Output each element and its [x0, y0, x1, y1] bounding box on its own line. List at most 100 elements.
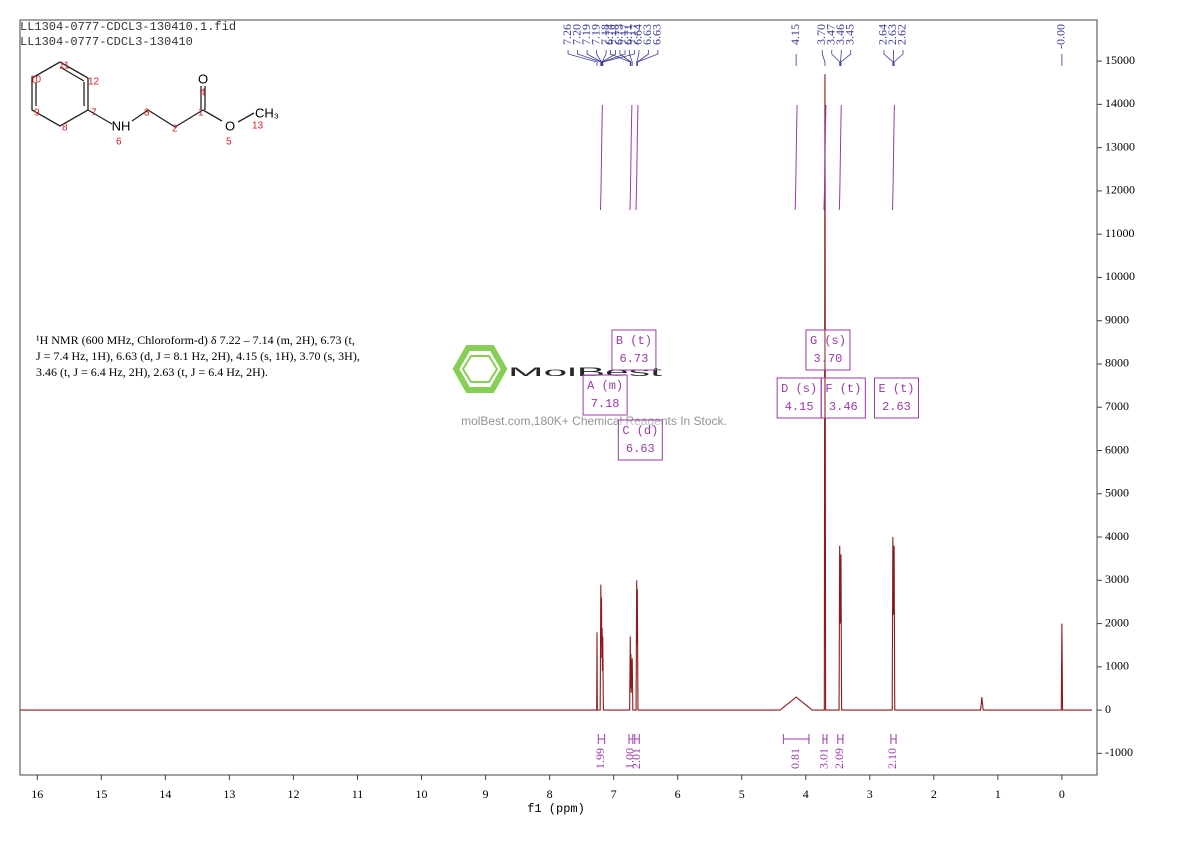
integral-bracket: [782, 734, 810, 744]
peak-label: 3.45: [842, 24, 856, 45]
y-tick-label: 11000: [1105, 226, 1135, 240]
y-tick-label: 8000: [1105, 356, 1129, 370]
x-tick-label: 12: [287, 787, 299, 801]
molecule: NH O O CH₃ 1 2 3 4 5 6 7 8 9 10 11 12 13: [30, 61, 279, 148]
multiplet-shift: 7.18: [591, 397, 620, 411]
x-tick-label: 9: [483, 787, 489, 801]
peak-leader: [821, 50, 826, 66]
peak-leader: [636, 50, 640, 66]
y-tick-label: 1000: [1105, 659, 1129, 673]
peak-leader: [893, 50, 904, 66]
multiplet-shift: 4.15: [785, 400, 814, 414]
peak-label: 3.47: [823, 24, 837, 45]
x-tick-label: 6: [675, 787, 681, 801]
peak-leader: [636, 50, 659, 66]
header-line: LL1304-0777-CDCL3-130410.1.fid: [20, 20, 236, 34]
x-tick-label: 5: [739, 787, 745, 801]
integral-curve: [599, 104, 603, 211]
multiplet-box: [873, 377, 919, 419]
multiplet-box: [805, 329, 851, 371]
peak-label: 7.19: [579, 24, 593, 45]
x-tick-label: 15: [95, 787, 107, 801]
y-tick-label: -1000: [1105, 745, 1133, 759]
multiplet-box: [611, 329, 657, 371]
peak-label: 7.18: [598, 24, 612, 45]
bond: [59, 66, 85, 82]
x-tick-label: 3: [867, 787, 873, 801]
bond: [87, 109, 113, 125]
peak-label: 7.17: [626, 24, 640, 45]
ring: [31, 61, 89, 127]
plot-frame: [19, 19, 1098, 776]
peak-label: 4.15: [788, 24, 802, 45]
bond: [237, 112, 255, 123]
peak-leader: [839, 50, 842, 66]
integral-bracket: [822, 734, 828, 744]
multiplet-name: C (d): [622, 424, 658, 438]
integral-bracket: [628, 734, 634, 744]
y-tick-label: 12000: [1105, 183, 1135, 197]
integral-label: 2.10: [885, 748, 899, 769]
multiplet-shift: 3.70: [814, 352, 843, 366]
peak-label: 6.71: [621, 24, 635, 45]
y-tick-label: 7000: [1105, 399, 1129, 413]
peak-label: 2.64: [876, 24, 890, 45]
peak-label: 7.18: [607, 24, 621, 45]
integral-bracket: [837, 734, 844, 744]
multiplet-shift: 3.46: [829, 400, 858, 414]
peak-leader: [596, 50, 602, 66]
peak-label: 7.26: [560, 24, 574, 45]
peak-label: 6.64: [631, 24, 645, 45]
y-tick-label: 15000: [1105, 53, 1135, 67]
x-tick-label: 4: [803, 787, 809, 801]
integral-label: 2.09: [832, 748, 846, 769]
multiplet-name: B (t): [616, 334, 652, 348]
multiplet-name: D (s): [781, 382, 817, 396]
atom: NH: [112, 118, 131, 133]
peak-leader: [602, 50, 635, 66]
bond: [131, 109, 223, 128]
peak-label: 2.62: [895, 24, 909, 45]
multiplet-name: G (s): [810, 334, 846, 348]
integral-curve: [838, 104, 842, 211]
peak-label: -0.00: [1054, 24, 1068, 49]
y-tick-label: 10000: [1105, 269, 1135, 283]
atom: O: [225, 118, 235, 133]
x-tick-label: 11: [352, 787, 364, 801]
atom: CH₃: [255, 105, 279, 120]
x-tick-label: 7: [611, 787, 617, 801]
watermark: MolBest molBest.com,180K+ Chemical Reage…: [452, 345, 727, 428]
atom-number: 7: [91, 108, 97, 119]
x-tick-label: 2: [931, 787, 937, 801]
x-tick-label: 10: [416, 787, 428, 801]
y-tick-label: 3000: [1105, 572, 1129, 586]
peak-label: 2.63: [885, 24, 899, 45]
y-tick-label: 5000: [1105, 486, 1129, 500]
description-line: 3.46 (t, J = 6.4 Hz, 2H), 2.63 (t, J = 6…: [36, 365, 268, 379]
y-tick-label: 9000: [1105, 312, 1129, 326]
atom-number: 6: [116, 137, 122, 148]
peak-leader: [601, 50, 616, 66]
integral-curve: [891, 104, 895, 211]
x-tick-label: 13: [223, 787, 235, 801]
y-tick-label: 4000: [1105, 529, 1129, 543]
atom-number: 12: [88, 77, 100, 88]
multiplet-name: F (t): [825, 382, 861, 396]
integral-curve: [629, 104, 633, 211]
peak-label: 6.74: [602, 24, 616, 45]
atom: O: [198, 71, 208, 86]
atom-number: 9: [34, 108, 40, 119]
peak-leader: [567, 50, 598, 66]
integral-bracket: [890, 734, 897, 744]
multiplet-box: [617, 419, 663, 461]
integral-label: 2.01: [629, 748, 643, 769]
x-axis-label: f1 (ppm): [527, 802, 585, 816]
logo: [461, 355, 499, 383]
description-line: J = 7.4 Hz, 1H), 6.63 (d, J = 8.1 Hz, 2H…: [36, 349, 360, 363]
watermark-brand: MolBest: [508, 365, 664, 379]
peak-label: 6.63: [650, 24, 664, 45]
integral-label: 3.01: [817, 748, 831, 769]
x-tick-label: 14: [159, 787, 171, 801]
atom-number: 5: [226, 137, 232, 148]
